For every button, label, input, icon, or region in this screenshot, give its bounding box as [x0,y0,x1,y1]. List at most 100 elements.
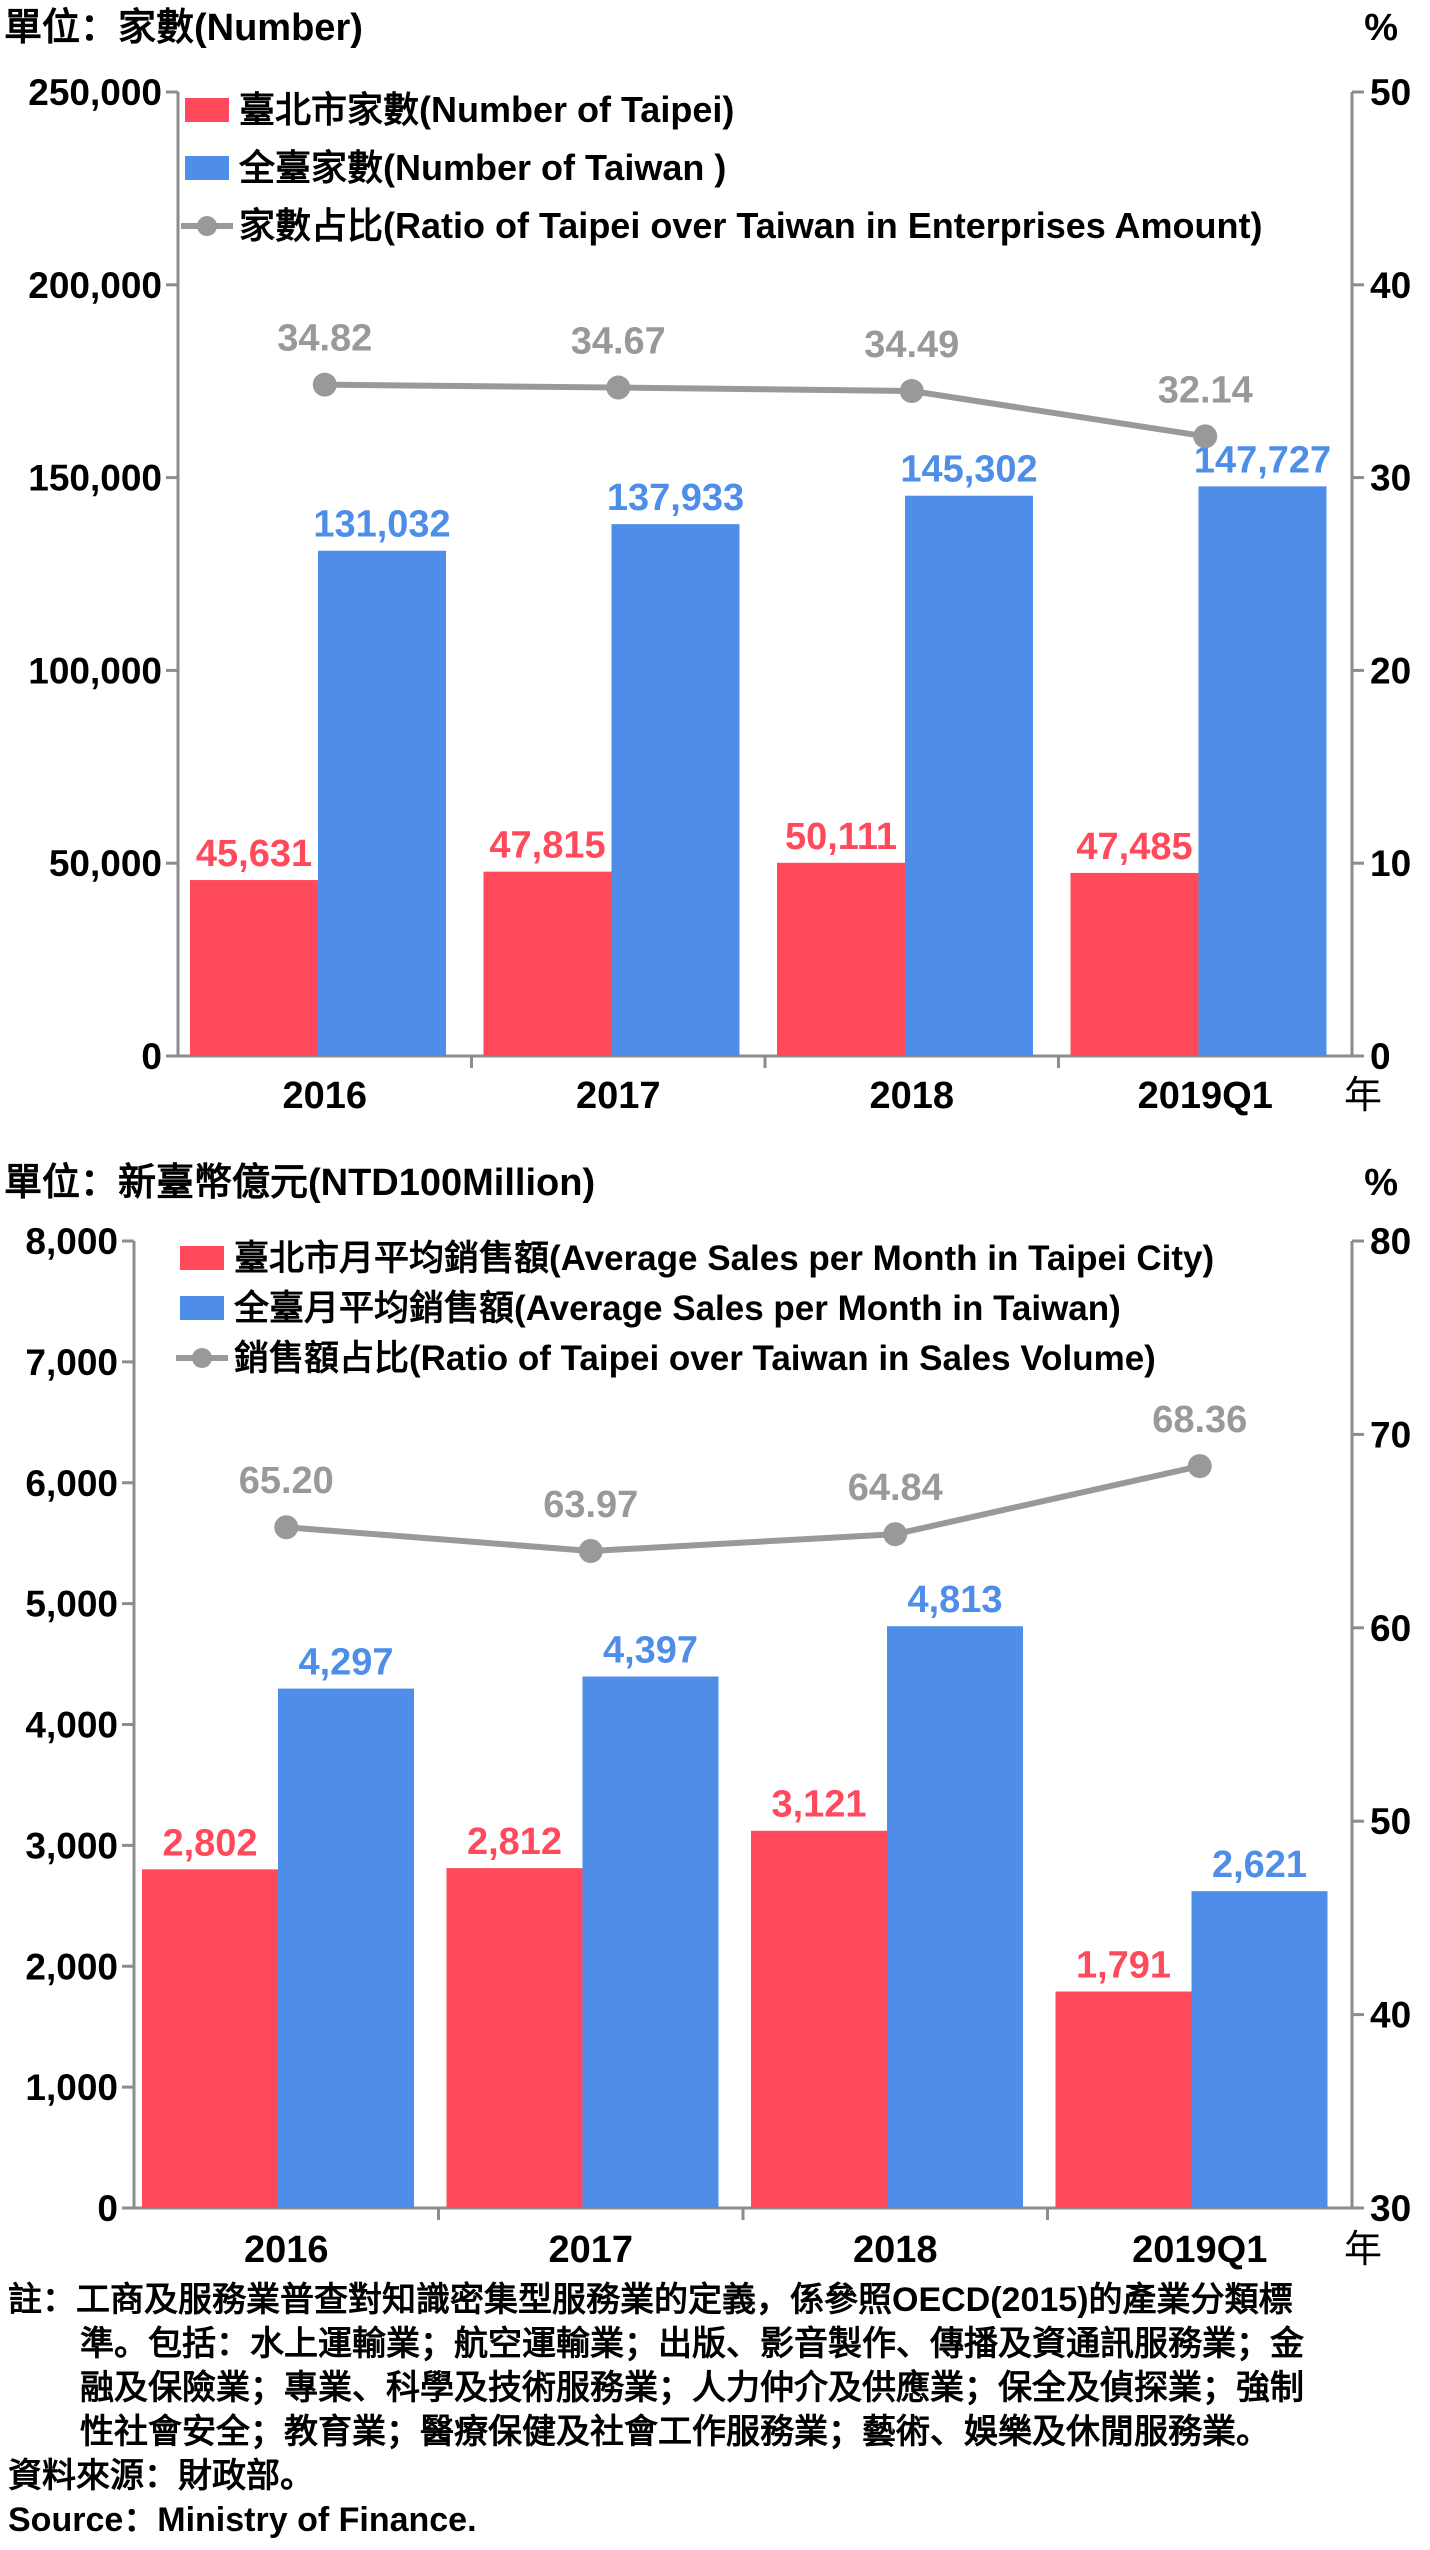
chart1-category-label: 2017 [576,1075,661,1117]
chart2-bar-taipei [1055,1991,1192,2208]
chart2-y-tick-label: 8,000 [25,1221,118,1262]
chart2-y2-tick-label: 50 [1370,1801,1411,1842]
chart1-legend-swatch-taipei [185,98,229,122]
chart1-y2-tick-label: 50 [1370,72,1411,113]
chart2-label-taiwan: 4,297 [298,1642,393,1684]
chart1-label-taiwan: 131,032 [313,504,450,546]
chart2-label-taipei: 1,791 [1076,1945,1171,1987]
chart1-ratio-label: 34.49 [864,324,959,366]
chart2-y2-tick-label: 40 [1370,1995,1411,2036]
chart2-bar-taipei [142,1869,278,2208]
chart1-y2-tick-label: 10 [1370,843,1411,884]
chart2-bar-taiwan [278,1688,414,2208]
chart2-label-taiwan: 2,621 [1212,1844,1307,1886]
chart2-label-taiwan: 4,813 [907,1579,1002,1621]
chart1-category-label: 2019Q1 [1138,1075,1273,1117]
chart1-bar-taipei [777,862,905,1056]
chart1-legend-label-taiwan: 全臺家數(Number of Taiwan ) [238,147,726,188]
chart2-ratio-line [286,1463,1201,1555]
chart2-bar-taiwan [887,1626,1023,2208]
chart1-y-tick-label: 200,000 [28,265,162,306]
chart2-label-taipei: 3,121 [771,1784,866,1826]
chart2-y-tick-label: 7,000 [25,1342,118,1383]
chart2-y-tick-label: 0 [97,2188,118,2229]
chart1-ratio-line [324,381,1206,440]
chart2-category-label: 2019Q1 [1132,2229,1267,2270]
chart1-y2-tick-label: 30 [1370,458,1411,499]
chart2-bar-taiwan [582,1676,719,2208]
chart2-category-label: 2017 [548,2229,633,2270]
chart2-ratio-label: 63.97 [543,1484,638,1526]
chart1-unit-label-right: % [1364,7,1398,49]
chart1-y-tick-label: 0 [141,1036,162,1077]
chart2-ratio-label: 64.84 [848,1467,943,1509]
chart2-unit-label-left: 單位：新臺幣億元(NTD100Million) [4,1162,595,1204]
chart1-label-taiwan: 145,302 [900,449,1037,491]
chart1-bar-taipei [190,880,318,1056]
chart1-bar-taiwan [1198,486,1327,1056]
chart1-label-taipei: 47,485 [1076,826,1192,868]
chart2-year-label: 年 [1344,2229,1382,2270]
chart2-y-tick-label: 5,000 [25,1584,118,1625]
chart2-ratio-point [883,1522,908,1547]
chart1-ratio-label: 34.82 [277,318,372,360]
note-line-1: 註：工商及服務業普查對知識密集型服務業的定義，係參照OECD(2015)的產業分… [8,2281,1293,2319]
chart1-ratio-label: 34.67 [571,321,666,363]
chart2-label-taiwan: 4,397 [603,1630,698,1672]
chart2-legend-label-ratio: 銷售額占比(Ratio of Taipei over Taiwan in Sal… [234,1339,1156,1378]
chart2-y2-tick-label: 80 [1370,1221,1411,1262]
chart1-legend-label-ratio: 家數占比(Ratio of Taipei over Taiwan in Ente… [239,205,1262,246]
note-line-4: 性社會安全；教育業；醫療保健及社會工作服務業；藝術、娛樂及休閒服務業。 [80,2413,1270,2451]
chart1-bar-taipei [1070,872,1199,1056]
chart1-y-tick-label: 100,000 [28,650,162,691]
note-line-2: 準。包括：水上運輸業；航空運輸業；出版、影音製作、傳播及資通訊服務業；金 [80,2325,1304,2363]
chart2-y-tick-label: 6,000 [25,1463,118,1504]
chart1-y-tick-label: 150,000 [28,458,162,499]
chart2-y-tick-label: 1,000 [25,2067,118,2108]
chart2-legend-label-taiwan: 全臺月平均銷售額(Average Sales per Month in Taiw… [233,1288,1121,1328]
chart2-ratio-label: 68.36 [1152,1399,1247,1441]
chart2-legend-swatch-taiwan [180,1296,224,1320]
chart1-year-label: 年 [1344,1075,1382,1117]
chart2-category-label: 2016 [244,2229,329,2270]
chart1-legend-swatch-ratio-point [197,216,217,236]
chart1-bar-taiwan [905,495,1033,1057]
chart2-ratio-point [578,1539,603,1564]
chart2-ratio-point [1187,1454,1212,1479]
chart2-y2-tick-label: 70 [1370,1414,1411,1455]
chart1-ratio-point [312,372,337,397]
chart2-y-tick-label: 2,000 [25,1946,118,1987]
chart1-ratio-point [899,379,924,404]
chart1-legend-swatch-taiwan [185,156,229,180]
source-line-en: Source：Ministry of Finance. [8,2501,477,2539]
chart1-bar-taiwan [611,524,740,1056]
chart1-label-taipei: 45,631 [196,833,312,875]
notes-section: 註：工商及服務業普查對知識密集型服務業的定義，係參照OECD(2015)的產業分… [8,2278,1423,2542]
note-line-3: 融及保險業；專業、科學及技術服務業；人力仲介及供應業；保全及偵探業；強制 [80,2369,1304,2407]
chart2-label-taipei: 2,802 [162,1822,257,1864]
chart2-ratio-point [274,1515,299,1540]
chart1-legend-label-taipei: 臺北市家數(Number of Taipei) [239,89,734,130]
chart1-ratio-point [1193,424,1218,449]
chart1-unit-label-left: 單位：家數(Number) [4,7,363,49]
chart-canvas: 單位：家數(Number) % 0 50,000 100,000 150,000 200,0… [4,7,1411,2271]
chart2-category-label: 2018 [853,2229,938,2270]
source-line-zh: 資料來源：財政部。 [8,2457,314,2495]
chart1-y2-tick-label: 40 [1370,265,1411,306]
chart1-ratio-point [606,375,631,400]
chart2-unit-label-right: % [1364,1162,1398,1204]
chart1-y-tick-label: 50,000 [49,843,162,884]
chart1-label-taipei: 47,815 [489,825,605,867]
chart2-legend-swatch-ratio-point [192,1348,212,1368]
chart2-bar-taipei [751,1830,887,2208]
chart2-y2-tick-label: 30 [1370,2188,1411,2229]
chart1-category-label: 2018 [869,1075,954,1117]
chart2-y-tick-label: 4,000 [25,1705,118,1746]
chart1-label-taipei: 50,111 [785,816,897,858]
chart2-legend-label-taipei: 臺北市月平均銷售額(Average Sales per Month in Tai… [234,1239,1214,1278]
chart2-y-tick-label: 3,000 [25,1825,118,1866]
chart2-bar-taipei [446,1868,583,2208]
chart1-y2-tick-label: 0 [1370,1036,1391,1077]
chart2-legend-swatch-taipei [180,1246,224,1270]
